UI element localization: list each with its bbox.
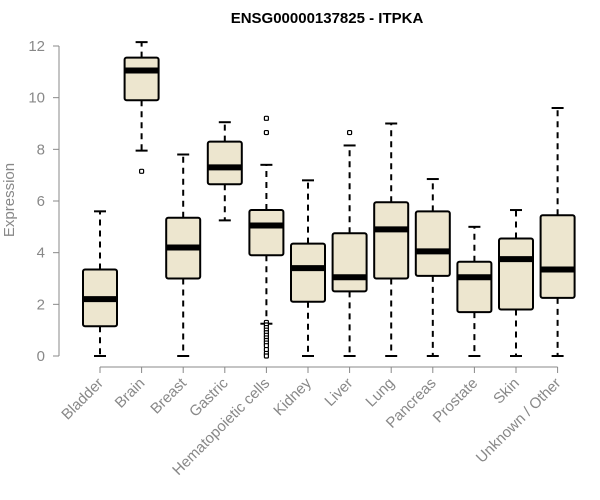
box-lung	[373, 122, 410, 357]
outlier-point	[263, 115, 269, 121]
box-breast	[165, 153, 202, 357]
box-gastric	[206, 121, 243, 222]
y-tick-label: 0	[37, 348, 45, 365]
boxes-group	[82, 41, 576, 359]
box-liver	[331, 129, 368, 357]
y-tick-label: 10	[28, 90, 45, 107]
chart-title: ENSG00000137825 - ITPKA	[231, 10, 424, 27]
box-body	[498, 237, 534, 311]
box-body	[123, 56, 160, 102]
outlier-point	[347, 129, 353, 136]
y-tick-label: 8	[37, 141, 45, 158]
x-tick-label: Liver	[321, 375, 356, 410]
box-body	[539, 214, 576, 299]
box-pancreas	[414, 178, 451, 357]
y-axis: 0 2 4 6 8 10 12	[28, 38, 60, 365]
y-axis-label: Expression	[1, 163, 18, 237]
x-tick-label: Lung	[362, 375, 398, 411]
outlier-point	[263, 353, 269, 359]
box-body	[414, 210, 451, 277]
box-skin	[498, 209, 534, 357]
x-tick-label: Brain	[112, 375, 149, 412]
outlier-point	[139, 168, 145, 174]
box-bladder	[82, 210, 118, 357]
x-tick-label: Bladder	[58, 375, 107, 424]
box-kidney	[290, 179, 326, 357]
box-body	[456, 260, 493, 314]
y-tick-label: 12	[28, 38, 45, 55]
box-body	[331, 232, 368, 293]
y-tick-label: 2	[37, 296, 45, 313]
box-unknown-other	[539, 107, 576, 357]
outlier-point	[263, 129, 269, 136]
box-body	[373, 201, 410, 280]
box-body	[248, 209, 285, 257]
box-prostate	[456, 225, 493, 357]
x-tick-label: Skin	[490, 375, 523, 408]
y-tick-label: 6	[37, 193, 45, 210]
x-tick-label: Kidney	[270, 374, 315, 419]
y-tick-label: 4	[37, 245, 45, 262]
box-brain	[123, 41, 160, 174]
x-tick-label: Prostate	[430, 375, 482, 427]
x-tick-label: Breast	[147, 374, 190, 417]
box-body	[290, 242, 326, 303]
box-body	[206, 140, 243, 186]
box-hematopoietic-cells	[248, 115, 285, 359]
